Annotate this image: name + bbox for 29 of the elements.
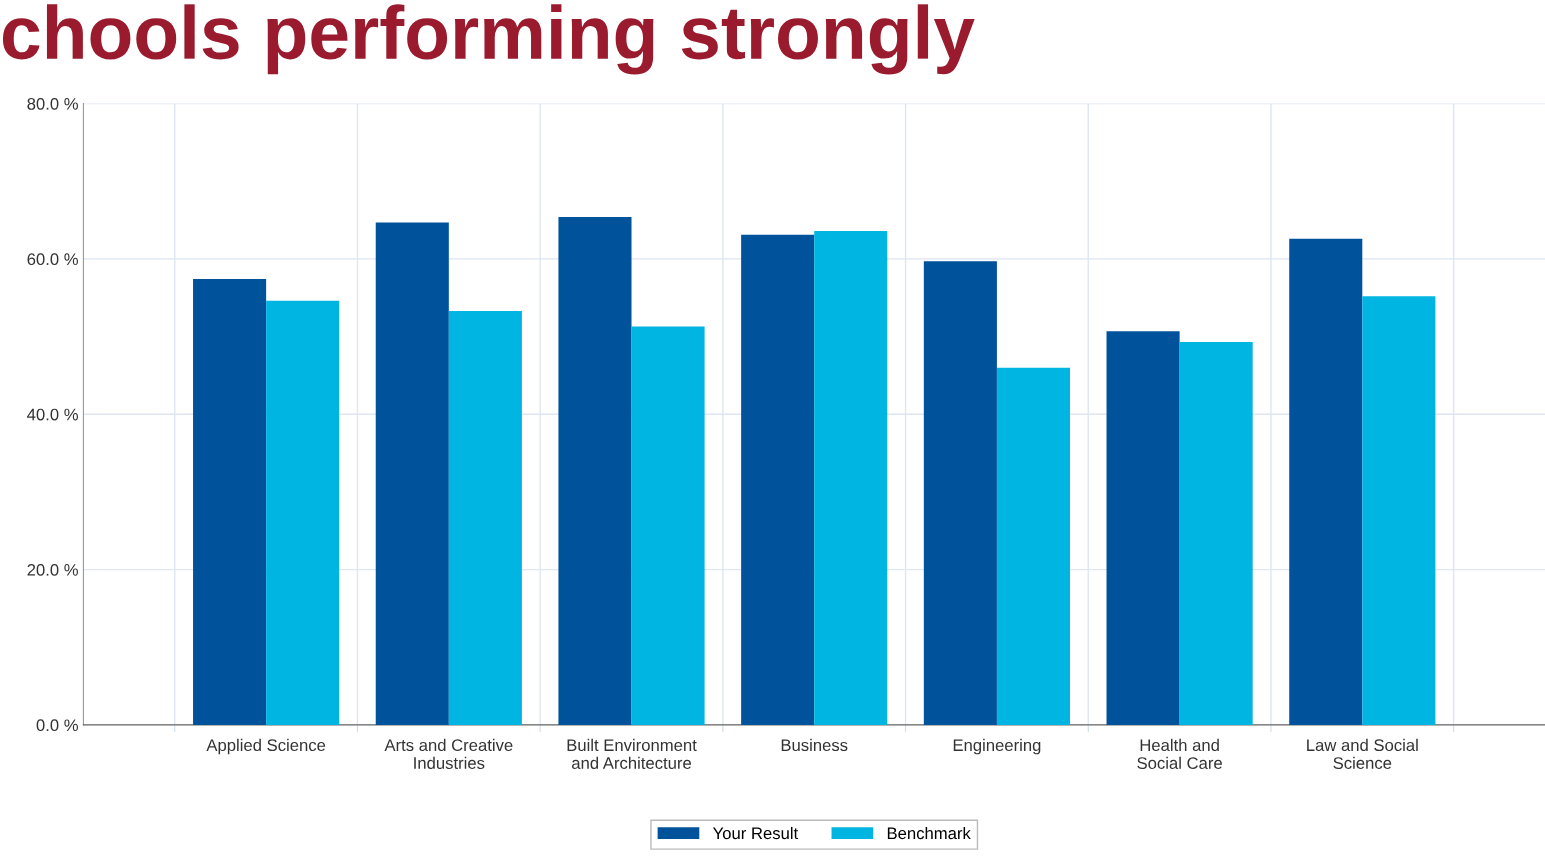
chart-title: chools performing strongly xyxy=(2,4,975,75)
y-tick-label: 0.0 % xyxy=(36,719,78,732)
bar xyxy=(375,222,449,725)
legend-label: Your Result xyxy=(712,826,799,840)
bar xyxy=(1179,342,1253,725)
bar xyxy=(923,261,997,725)
y-tick-label: 40.0 % xyxy=(27,408,78,421)
y-tick-label: 20.0 % xyxy=(27,563,78,576)
bar xyxy=(448,310,522,725)
bar xyxy=(266,300,340,725)
bar xyxy=(558,216,632,725)
x-tick-label: Engineering xyxy=(953,738,1041,755)
legend-label: Benchmark xyxy=(887,826,971,840)
x-tick-label: Arts and Creative Industries xyxy=(384,738,513,769)
bar xyxy=(1289,238,1363,725)
bar xyxy=(814,230,888,725)
x-tick-label: Health and Social Care xyxy=(1137,738,1222,769)
x-tick-label: Built Environment and Architecture xyxy=(567,738,697,769)
bar xyxy=(1362,296,1436,725)
bar xyxy=(996,367,1070,725)
bar xyxy=(1106,331,1180,725)
x-tick-label: Business xyxy=(781,738,848,752)
x-tick-label: Applied Science xyxy=(206,738,326,755)
y-tick-label: 80.0 % xyxy=(27,97,78,110)
bar xyxy=(193,279,267,725)
y-tick-label: 60.0 % xyxy=(27,253,78,266)
bar xyxy=(631,326,705,725)
bar xyxy=(741,234,815,725)
x-tick-label: Law and Social Science xyxy=(1307,738,1418,769)
